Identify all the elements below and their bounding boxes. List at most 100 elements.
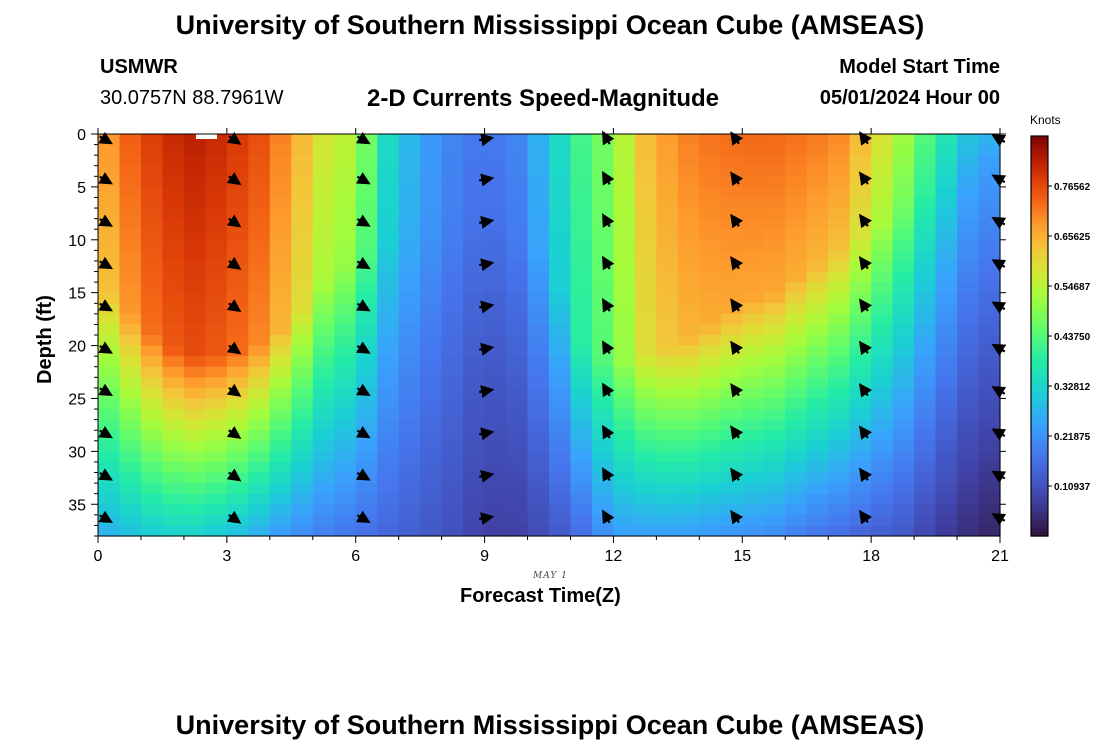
- heat-cell: [226, 377, 249, 389]
- heat-cell: [506, 260, 529, 273]
- heat-cell: [377, 472, 400, 484]
- heat-cell: [871, 398, 894, 410]
- heat-cell: [892, 324, 915, 336]
- current-vector-arrow: [730, 131, 744, 146]
- heat-cell: [806, 292, 829, 304]
- heat-cell: [570, 313, 593, 326]
- current-vector-arrow: [601, 255, 615, 271]
- heat-cell: [441, 409, 464, 421]
- colorbar-tick-label: 0.76562: [1054, 182, 1091, 193]
- heat-cell: [699, 176, 722, 188]
- heat-cell: [935, 504, 958, 516]
- heat-cell: [441, 514, 464, 527]
- heat-cell: [355, 144, 378, 156]
- current-vector-arrow: [355, 131, 371, 145]
- heat-cell: [742, 271, 765, 283]
- colorbar-segment: [1031, 248, 1048, 253]
- heat-cell: [484, 356, 507, 368]
- current-vector-arrow: [602, 130, 615, 146]
- current-vector-arrow: [355, 299, 371, 312]
- heat-cell: [828, 218, 851, 230]
- heat-cell: [677, 250, 700, 262]
- heat-cell: [549, 218, 572, 230]
- heat-cell: [957, 504, 980, 516]
- current-vector-arrow: [98, 214, 114, 227]
- heat-cell: [549, 483, 572, 495]
- heat-cell: [656, 218, 679, 230]
- heat-cell: [527, 165, 550, 177]
- heat-cell: [226, 250, 249, 262]
- heat-cell: [656, 165, 679, 177]
- heat-cell: [334, 483, 357, 495]
- heat-cell: [634, 155, 657, 167]
- heat-cell: [140, 218, 164, 230]
- colorbar-segment: [1031, 488, 1048, 493]
- heat-cell: [549, 377, 572, 389]
- heat-cell: [613, 250, 636, 262]
- heat-cell: [914, 451, 937, 463]
- heat-cell: [957, 472, 980, 484]
- heat-cell: [763, 387, 786, 400]
- heat-cell: [699, 303, 722, 315]
- heat-cell: [549, 451, 572, 463]
- heat-cell: [785, 229, 808, 241]
- heat-cell: [613, 387, 636, 400]
- heat-cell: [312, 356, 335, 368]
- heat-cell: [463, 250, 486, 262]
- heat-cell: [978, 483, 1001, 495]
- heat-cell: [119, 483, 142, 495]
- heat-cell: [570, 144, 593, 156]
- heat-cell: [420, 440, 443, 452]
- current-vector-arrow: [858, 131, 872, 146]
- colorbar-segment: [1031, 364, 1048, 369]
- heat-cell: [119, 292, 142, 304]
- colorbar-segment: [1031, 336, 1048, 341]
- heat-cell: [677, 282, 700, 294]
- heat-cell: [506, 303, 529, 315]
- heat-cell: [763, 451, 786, 463]
- heat-cell: [957, 387, 980, 400]
- heat-cell: [892, 260, 915, 273]
- heat-cell: [806, 229, 829, 241]
- heat-cell: [506, 134, 529, 146]
- heat-cell: [720, 324, 743, 336]
- heat-cell: [441, 313, 464, 326]
- heat-cell: [377, 409, 400, 421]
- colorbar-segment: [1031, 204, 1048, 209]
- y-tick-label: 20: [68, 339, 86, 356]
- heat-cell: [441, 239, 464, 251]
- heat-cell: [463, 483, 486, 495]
- heat-cell: [506, 419, 529, 431]
- heat-cell: [935, 197, 958, 209]
- heat-cell: [334, 461, 357, 474]
- heat-cell: [957, 250, 980, 262]
- heat-cell: [334, 197, 357, 209]
- heat-cell: [978, 409, 1001, 421]
- heat-cell: [312, 186, 335, 199]
- heat-cell: [398, 313, 421, 326]
- heat-cell: [763, 229, 786, 241]
- current-vector-arrow: [98, 256, 114, 270]
- heat-cell: [334, 419, 357, 431]
- heat-cell: [269, 483, 292, 495]
- heat-cell: [377, 239, 400, 251]
- current-vector-arrow: [730, 171, 744, 186]
- heat-cell: [549, 430, 572, 442]
- heat-cell: [849, 514, 872, 527]
- heat-cell: [720, 303, 743, 315]
- heat-cell: [291, 292, 314, 304]
- heat-cell: [205, 430, 228, 442]
- heat-cell: [162, 472, 185, 484]
- heat-cell: [377, 483, 400, 495]
- heat-cell: [420, 483, 443, 495]
- heat-cell: [420, 398, 443, 410]
- heat-cell: [591, 197, 615, 209]
- heat-cell: [699, 197, 722, 209]
- heat-cell: [677, 504, 700, 516]
- heat-cell: [591, 271, 615, 283]
- heat-cell: [742, 345, 765, 357]
- heat-cell: [634, 165, 657, 177]
- current-vector-arrow: [479, 258, 495, 272]
- heat-cell: [763, 292, 786, 304]
- heat-cell: [506, 356, 529, 368]
